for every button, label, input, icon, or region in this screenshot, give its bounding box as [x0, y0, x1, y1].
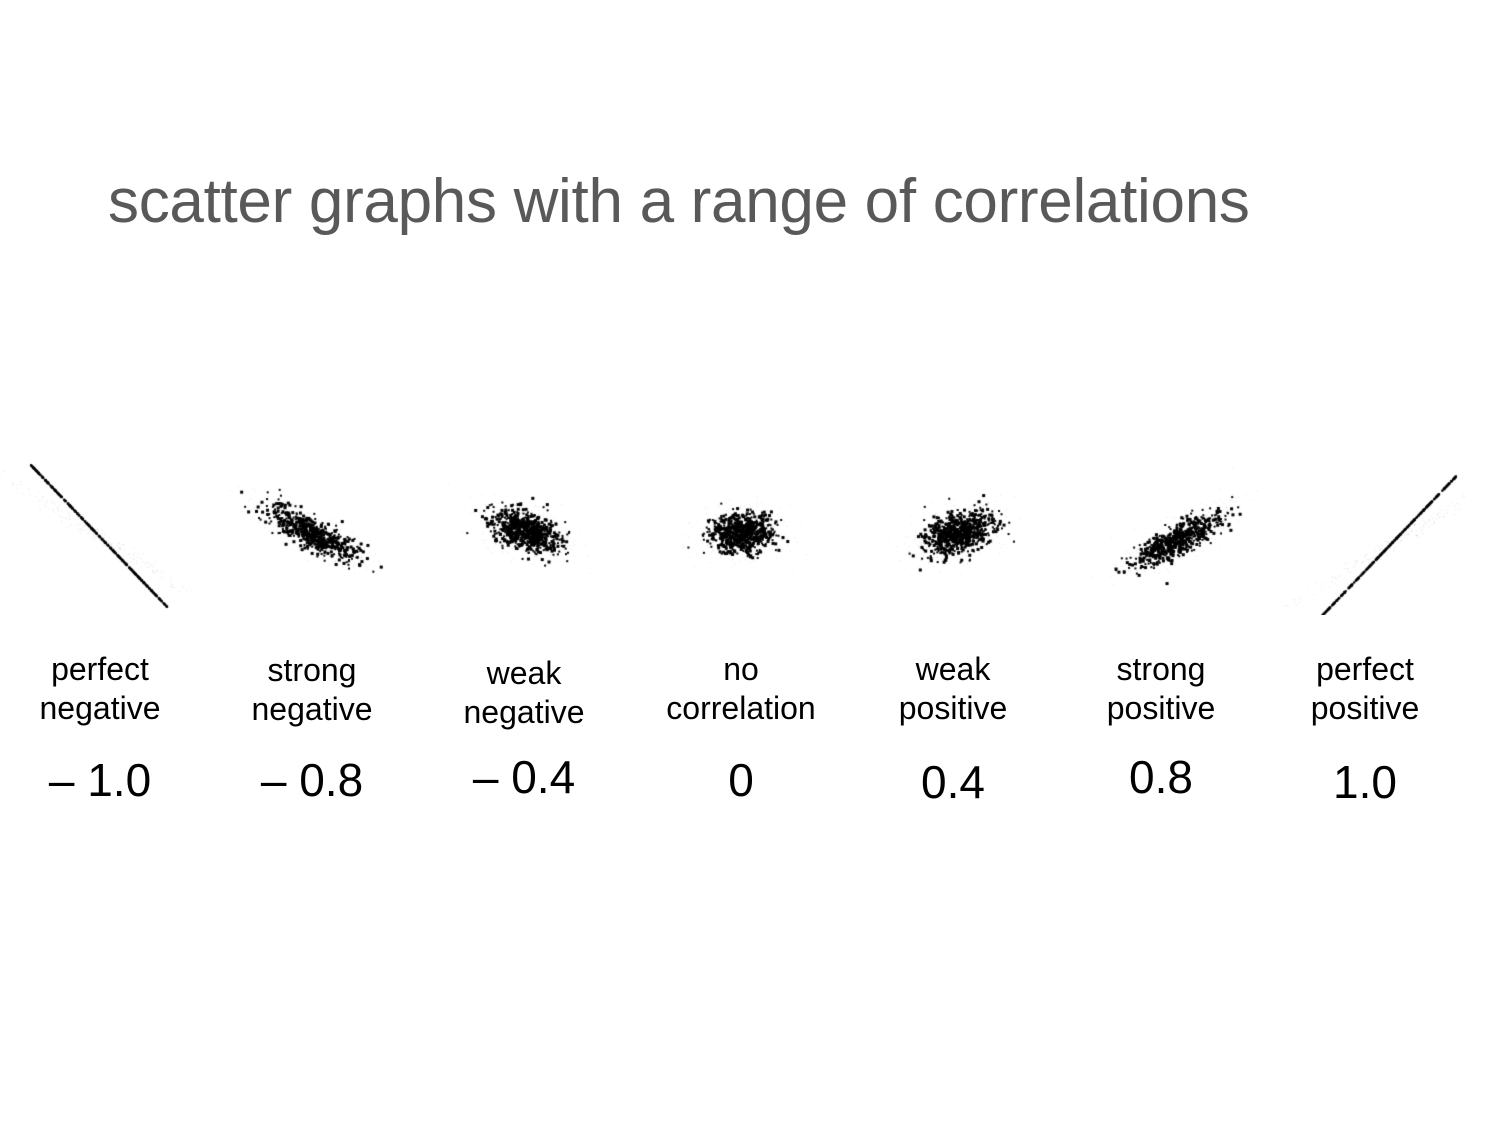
scatter-plot	[1061, 455, 1261, 615]
correlation-coefficient: – 0.4	[472, 751, 576, 803]
scatter-panel-perfect-positive: perfect positive 1.0	[1265, 455, 1465, 835]
correlation-label-line1: perfect	[1316, 651, 1414, 687]
correlation-coefficient: 0.4	[921, 756, 985, 808]
correlation-label-line2: positive	[1310, 690, 1420, 726]
correlation-coefficient: 1.0	[1333, 756, 1397, 808]
scatter-plot	[853, 455, 1053, 615]
correlation-label-line1: strong	[1116, 651, 1206, 687]
correlation-label: strong positive	[1061, 650, 1261, 728]
correlation-label-line1: weak	[915, 651, 991, 687]
correlation-label-line2: negative	[39, 690, 161, 726]
correlation-label: weak positive	[853, 650, 1053, 728]
scatter-panel-perfect-negative: perfect negative – 1.0	[0, 455, 200, 835]
correlation-label-line2: correlation	[666, 690, 816, 726]
correlation-coefficient: – 0.8	[260, 754, 364, 806]
correlation-label: weak negative	[424, 654, 624, 732]
correlation-label-line1: perfect	[51, 651, 149, 687]
correlation-coefficient: 0.8	[1129, 751, 1193, 803]
scatter-plot	[424, 455, 624, 615]
correlation-label: no correlation	[641, 650, 841, 728]
correlation-label: perfect negative	[0, 650, 200, 728]
correlation-label-line2: positive	[1106, 690, 1216, 726]
correlation-label-line2: negative	[251, 691, 373, 727]
correlation-label-line2: positive	[898, 690, 1008, 726]
scatter-plot	[641, 455, 841, 615]
correlation-coefficient: – 1.0	[48, 754, 152, 806]
correlation-label-line1: weak	[486, 655, 562, 691]
correlation-label: perfect positive	[1265, 650, 1465, 728]
correlation-label-line2: negative	[463, 694, 585, 730]
correlation-label-line1: no	[723, 651, 759, 687]
scatter-plot	[1265, 455, 1465, 615]
scatter-panel-strong-positive: strong positive 0.8	[1061, 455, 1261, 835]
scatter-plot	[212, 455, 412, 615]
scatter-plot	[0, 455, 200, 615]
scatter-panel-no-correlation: no correlation 0	[641, 455, 841, 835]
scatter-panel-weak-negative: weak negative – 0.4	[424, 455, 624, 835]
scatter-panel-strong-negative: strong negative – 0.8	[212, 455, 412, 835]
slide-title: scatter graphs with a range of correlati…	[108, 167, 1250, 236]
correlation-coefficient: 0	[728, 754, 754, 806]
correlation-label: strong negative	[212, 651, 412, 729]
correlation-label-line1: strong	[267, 652, 357, 688]
scatter-panel-weak-positive: weak positive 0.4	[853, 455, 1053, 835]
